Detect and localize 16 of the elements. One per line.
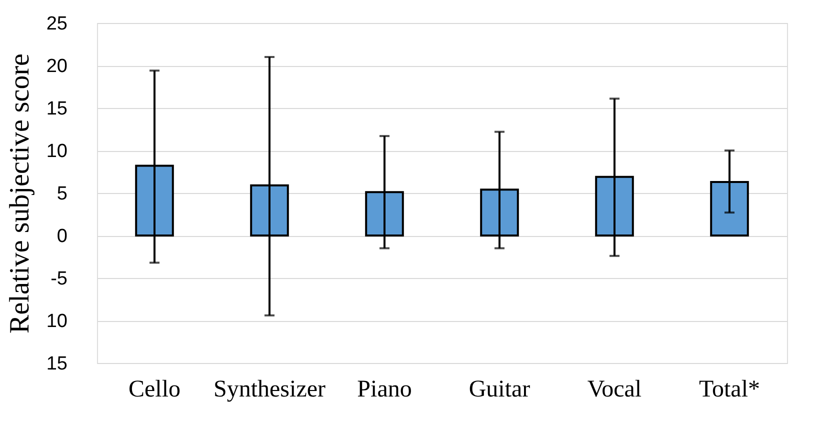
y-tick-label: 10	[46, 311, 68, 332]
y-tick-label: 5	[56, 184, 68, 204]
y-tick-label: 20	[46, 56, 68, 77]
y-tick-label: -5	[50, 268, 68, 290]
y-tick-label: 15	[46, 98, 68, 120]
y-tick-label: 10	[46, 141, 68, 162]
x-tick-label: Piano	[357, 376, 412, 402]
y-tick-label: 0	[56, 226, 68, 247]
x-tick-label: Cello	[128, 376, 180, 402]
y-tick-label: 25	[46, 14, 68, 34]
x-tick-label: Total*	[699, 376, 760, 402]
y-axis-title: Relative subjective score	[4, 54, 36, 334]
x-tick-label: Synthesizer	[214, 376, 326, 402]
y-tick-label: 15	[46, 354, 68, 374]
x-tick-label: Vocal	[587, 376, 642, 402]
x-tick-label: Guitar	[468, 376, 530, 402]
